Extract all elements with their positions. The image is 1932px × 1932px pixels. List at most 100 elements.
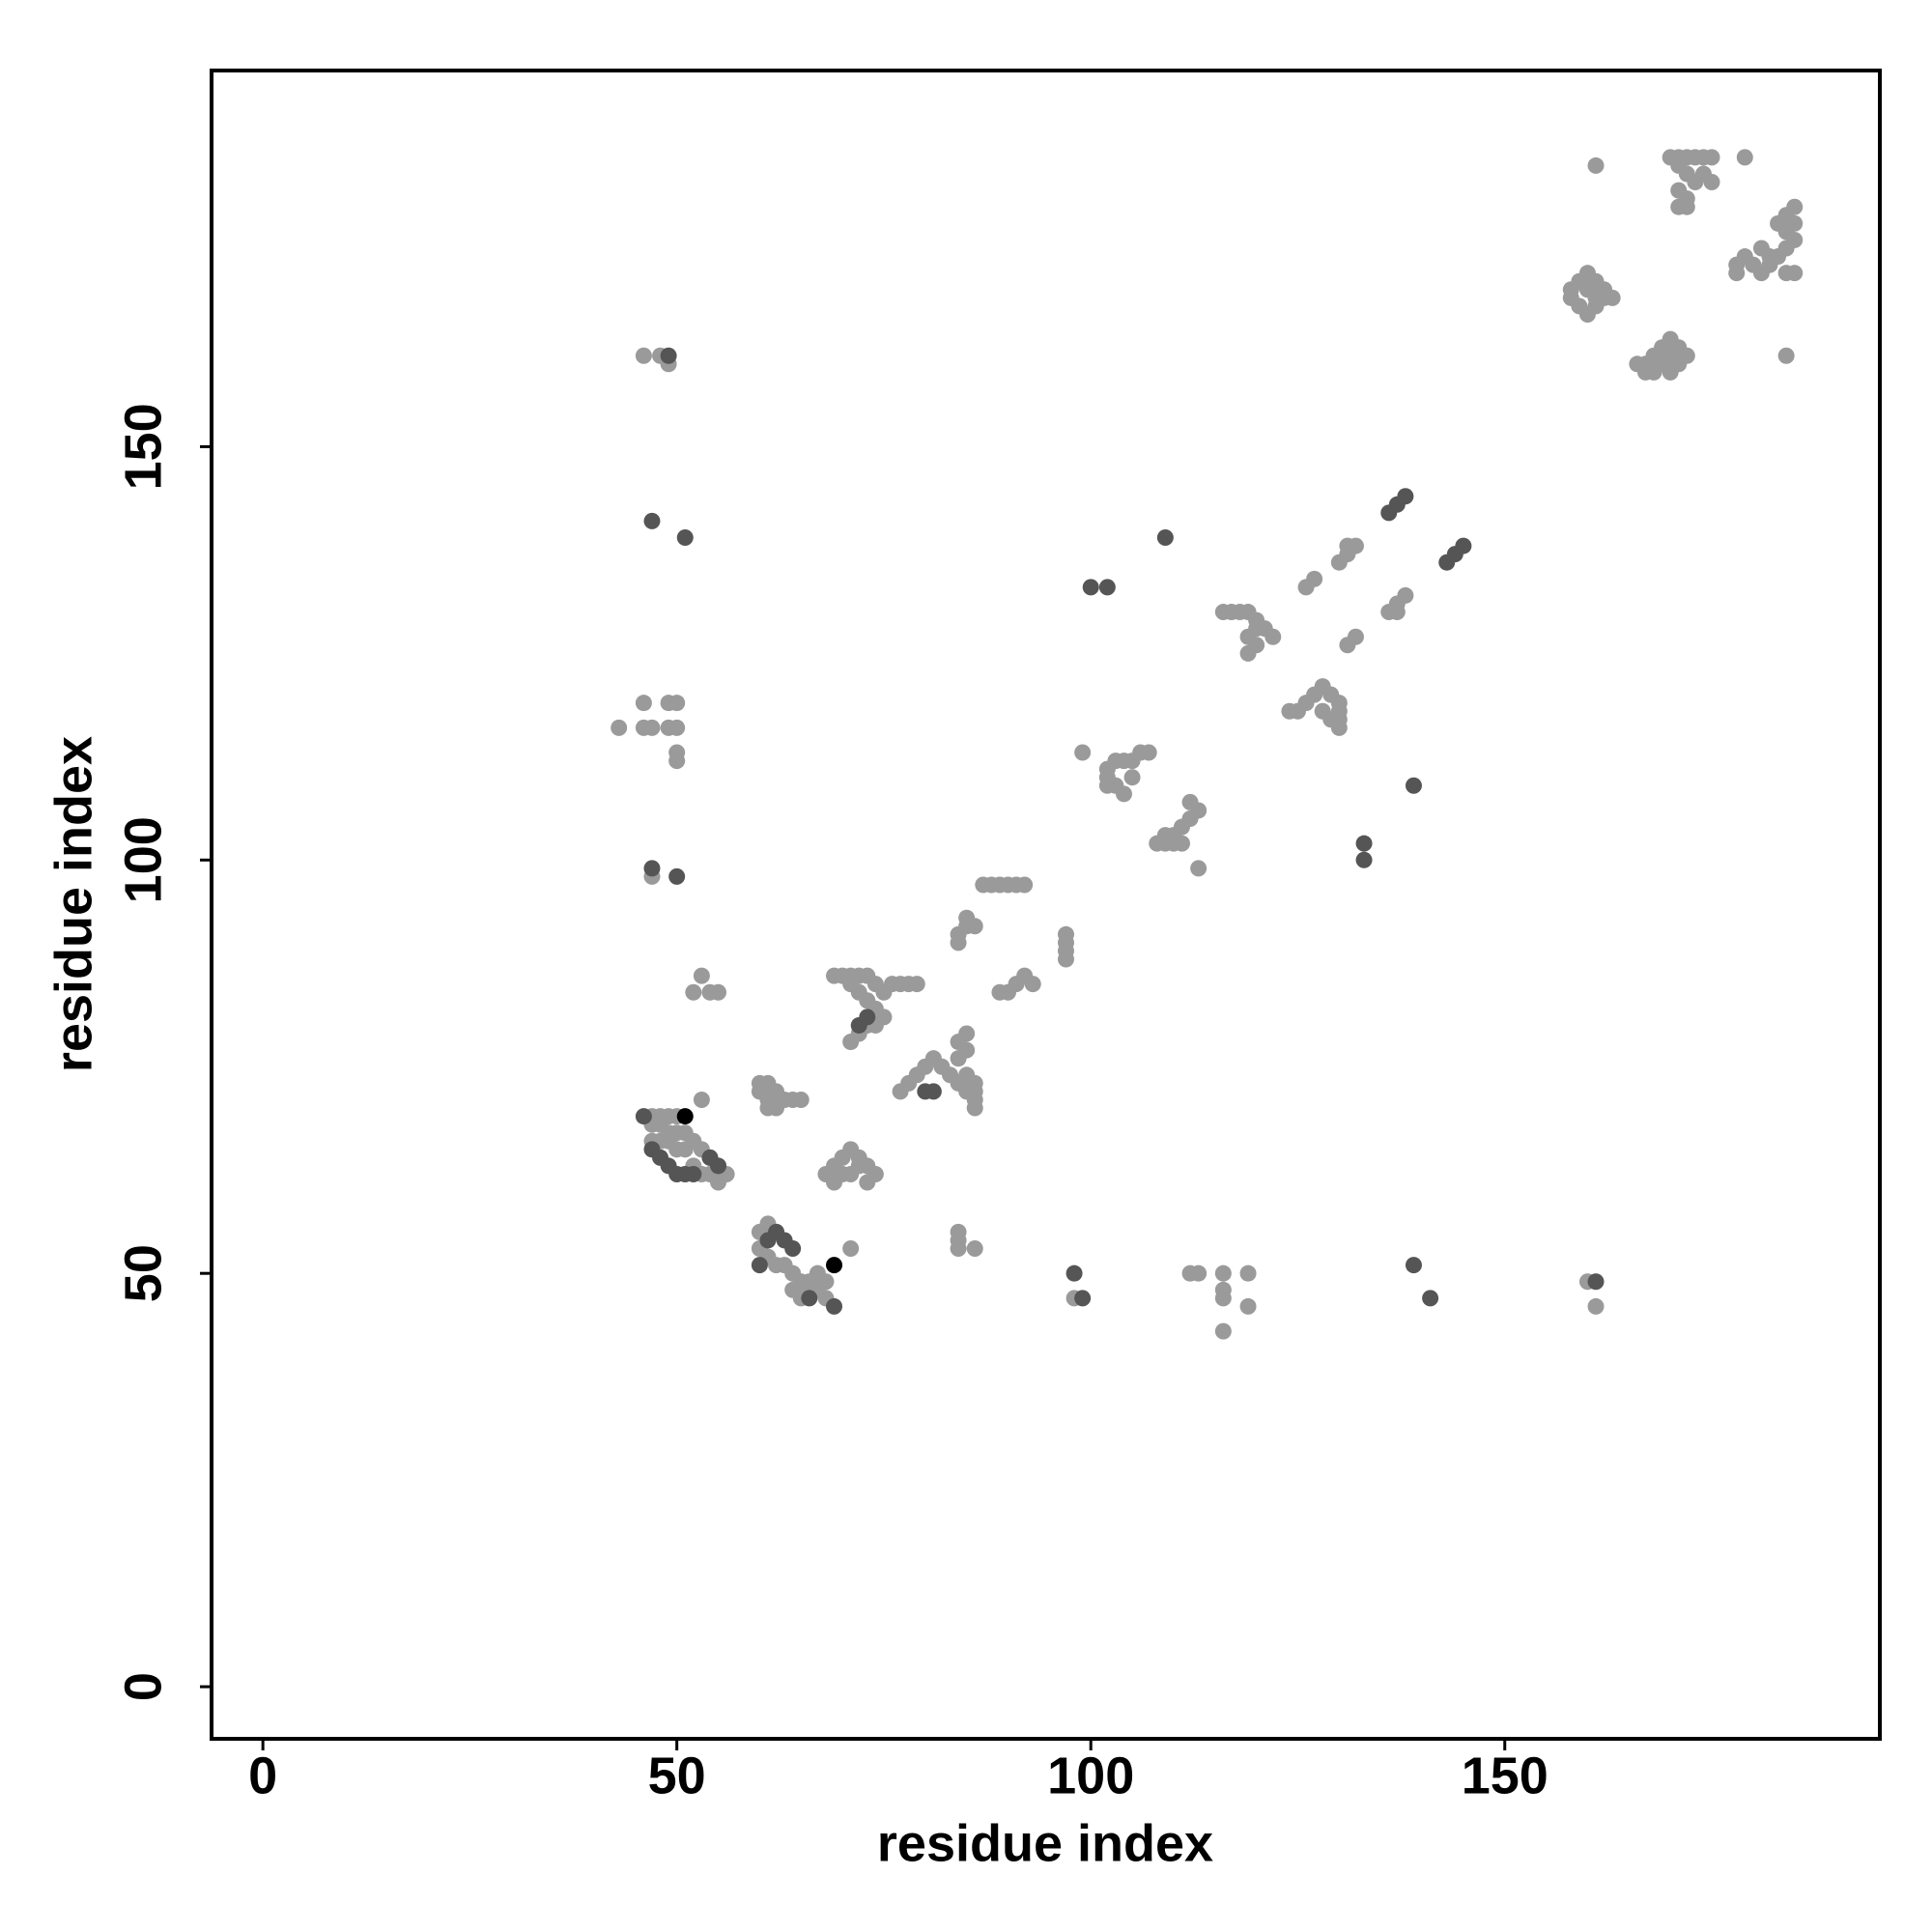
point — [826, 1297, 843, 1315]
point — [1405, 777, 1422, 794]
point — [1770, 214, 1787, 232]
point — [1636, 363, 1654, 381]
point — [1239, 644, 1257, 662]
point — [859, 1009, 876, 1026]
y-tick-label: 150 — [114, 403, 172, 490]
point — [1156, 529, 1174, 547]
plot-frame — [210, 69, 1882, 1741]
point — [1397, 586, 1414, 604]
point — [1065, 1264, 1083, 1282]
point — [1239, 1297, 1257, 1315]
point — [1074, 744, 1092, 761]
point — [1455, 537, 1472, 554]
point — [1181, 793, 1199, 810]
point — [958, 1025, 976, 1042]
point — [1405, 1257, 1422, 1274]
point — [1587, 1297, 1605, 1315]
point — [759, 1099, 777, 1117]
point — [1123, 769, 1141, 786]
point — [668, 719, 686, 736]
point — [676, 529, 694, 547]
point — [1678, 198, 1695, 215]
point — [1214, 1322, 1232, 1340]
x-tick-label: 50 — [648, 1747, 706, 1804]
point — [710, 1174, 727, 1191]
point — [668, 695, 686, 712]
point — [693, 1091, 710, 1108]
point — [1074, 1290, 1092, 1307]
point — [660, 347, 677, 364]
point — [950, 934, 967, 952]
point — [908, 976, 925, 993]
point — [1306, 570, 1323, 587]
point — [1190, 1264, 1208, 1282]
point — [784, 1240, 802, 1258]
point — [668, 867, 686, 885]
point — [1388, 604, 1406, 621]
point — [1587, 289, 1605, 306]
point — [842, 1034, 860, 1051]
point — [850, 1157, 867, 1175]
point — [842, 1240, 860, 1258]
point — [1214, 1264, 1232, 1282]
point — [1645, 347, 1662, 364]
point — [1397, 488, 1414, 505]
point — [635, 695, 652, 712]
point — [1662, 330, 1679, 348]
point — [924, 1083, 942, 1100]
point — [1587, 156, 1605, 174]
point — [1173, 835, 1190, 852]
point — [693, 967, 710, 984]
point — [751, 1257, 768, 1274]
point — [1703, 174, 1720, 191]
point — [1662, 363, 1679, 381]
point — [966, 1099, 983, 1117]
x-axis-label: residue index — [877, 1814, 1213, 1872]
y-tick-label: 50 — [114, 1244, 172, 1302]
point — [635, 347, 652, 364]
point — [1098, 579, 1116, 596]
point — [1140, 744, 1157, 761]
point — [1422, 1290, 1439, 1307]
point — [1024, 976, 1041, 993]
point — [1736, 149, 1753, 166]
point — [668, 1165, 686, 1182]
point — [950, 1232, 967, 1249]
point — [1156, 827, 1174, 844]
point — [1587, 1273, 1605, 1291]
point — [1322, 711, 1340, 728]
point — [1786, 198, 1804, 215]
y-axis-label: residue index — [44, 736, 102, 1072]
point — [792, 1091, 810, 1108]
y-tick-label: 100 — [114, 816, 172, 903]
point — [685, 983, 702, 1001]
point — [826, 1257, 843, 1274]
point — [1728, 265, 1746, 282]
y-tick-label: 0 — [114, 1672, 172, 1701]
point — [1777, 347, 1795, 364]
point — [1264, 628, 1282, 645]
point — [710, 1157, 727, 1175]
point — [685, 1165, 702, 1182]
point — [1190, 860, 1208, 877]
point — [1355, 835, 1373, 852]
point — [643, 512, 661, 529]
point — [826, 1174, 843, 1191]
point — [1355, 851, 1373, 868]
point — [801, 1290, 818, 1307]
point — [1082, 579, 1099, 596]
x-tick-label: 150 — [1462, 1747, 1548, 1804]
point — [643, 719, 661, 736]
point — [710, 983, 727, 1001]
point — [668, 753, 686, 770]
point — [1239, 1264, 1257, 1282]
point — [635, 1108, 652, 1125]
point — [1703, 149, 1720, 166]
point — [1339, 637, 1356, 654]
point — [676, 1108, 694, 1125]
point — [611, 719, 628, 736]
point — [643, 860, 661, 877]
x-tick-label: 100 — [1047, 1747, 1134, 1804]
point — [1248, 620, 1265, 638]
